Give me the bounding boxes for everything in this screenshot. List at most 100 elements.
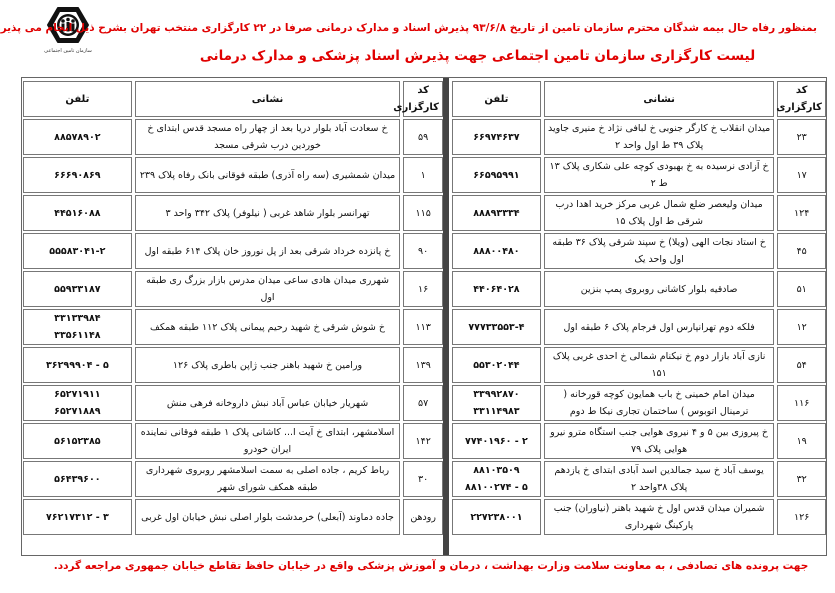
agency-phone: ۸۸۸۰۰۴۸۰ (452, 233, 541, 269)
agency-address: یوسف آباد خ سید جمالدین اسد آبادی ابتدای… (543, 461, 775, 497)
agency-code: ۵۹ (403, 119, 443, 155)
agencies-table-left: کد کارگزاری نشانی تلفن ۵۹ خ سعادت آباد بل… (20, 79, 446, 537)
table-row: ۱۳۹ ورامین خ شهید باهنر جنب ژاپن باطری پل… (23, 347, 443, 383)
agency-address: صادقیه بلوار کاشانی روبروی پمپ بنزین (543, 271, 775, 307)
agency-phone: ۸۸۸۹۳۳۳۴ (452, 195, 541, 231)
phone-number: ۶۵۲۷۱۹۱۱ (54, 389, 101, 400)
table-row: رودهن جاده دماوند (آبعلی) خرمدشت بلوار اص… (23, 499, 443, 535)
phone-number: ۷۷۴۰۱۹۶۰ - ۲ (465, 435, 528, 447)
agency-code: ۱۲۴ (777, 195, 826, 231)
phone-number: ۲۲۷۲۳۸۰۰۱ (470, 511, 523, 523)
agency-phone: ۷۷۴۰۱۹۶۰ - ۲ (452, 423, 541, 459)
agency-code: رودهن (403, 499, 443, 535)
table-row: ۱۲۶ شمیران میدان قدس اول خ شهید باهنر (نی… (452, 499, 826, 535)
phone-number: ۸۸۱۰۳۵۰۹ (473, 465, 520, 476)
agency-phone: ۸۸۵۷۸۹۰۲ (23, 119, 132, 155)
phone-number: ۳۳۱۱۴۹۸۳ (473, 406, 520, 417)
footer-note: جهت پرونده های تصادفی ، به معاونت سلامت … (53, 560, 809, 572)
agency-phone: ۴۴۰۶۴۰۲۸ (452, 271, 541, 307)
table-row: ۳۰ رباط کریم ، جاده اصلی به سمت اسلامشهر … (23, 461, 443, 497)
agency-address: خ شوش شرقی خ شهید رحیم پیمانی پلاک ۱۱۲ ط… (134, 309, 401, 345)
organization-logo: سازمان تامین اجتماعی (40, 6, 96, 56)
agency-address: جاده دماوند (آبعلی) خرمدشت بلوار اصلی نب… (134, 499, 401, 535)
phone-number: ۷۷۷۳۳۵۵۳-۴ (468, 321, 525, 333)
phone-number: ۳۳۹۹۲۸۷۰ (473, 389, 520, 400)
phone-number: ۳۳۵۶۱۱۴۸ (54, 330, 101, 341)
agency-phone: ۶۵۲۷۱۹۱۱ ۶۵۲۷۱۸۸۹ (23, 385, 132, 421)
agency-code: ۱ (403, 157, 443, 193)
agency-address: میدان شمشیری (سه راه آذری) طبقه فوقانی ب… (134, 157, 401, 193)
agency-code: ۲۳ (777, 119, 826, 155)
table-row: ۵۴ نازی آباد بازار دوم خ نیکنام شمالی خ ا… (452, 347, 826, 383)
agency-address: اسلامشهر، ابتدای خ آیت ا... کاشانی پلاک … (134, 423, 401, 459)
table-row: ۱۴۲ اسلامشهر، ابتدای خ آیت ا... کاشانی پل… (23, 423, 443, 459)
agency-phone: ۵۵۵۸۳۰۴۱-۲ (23, 233, 132, 269)
agency-code: ۱۳۹ (403, 347, 443, 383)
table-row: ۵۷ شهریار خیابان عباس آباد نبش داروخانه ف… (23, 385, 443, 421)
agency-code: ۱۶ (403, 271, 443, 307)
header-address: نشانی (543, 81, 775, 117)
table-row: ۱۲ فلکه دوم تهرانپارس اول فرجام پلاک ۶ طب… (452, 309, 826, 345)
table-row: ۲۳ میدان انقلاب خ کارگر جنوبی خ لبافی نژا… (452, 119, 826, 155)
agency-code: ۴۵ (777, 233, 826, 269)
agency-code: ۱۱۵ (403, 195, 443, 231)
table-row: ۱۱۳ خ شوش شرقی خ شهید رحیم پیمانی پلاک ۱۱… (23, 309, 443, 345)
table-row: ۱ میدان شمشیری (سه راه آذری) طبقه فوقانی … (23, 157, 443, 193)
header-code: کد کارگزاری (393, 81, 443, 117)
agency-address: فلکه دوم تهرانپارس اول فرجام پلاک ۶ طبقه… (543, 309, 775, 345)
agency-address: ورامین خ شهید باهنر جنب ژاپن باطری پلاک … (134, 347, 401, 383)
agency-code: ۱۹ (777, 423, 826, 459)
header-phone: تلفن (23, 81, 132, 117)
agency-address: میدان ولیعصر ضلع شمال غربی مرکز خرید اهد… (543, 195, 775, 231)
agency-code: ۱۱۶ (777, 385, 826, 421)
agency-code: ۱۴۲ (403, 423, 443, 459)
phone-number: ۸۸۵۷۸۹۰۲ (54, 131, 101, 143)
table-row: ۱۶ شهرری میدان هادی ساعی میدان مدرس بازار… (23, 271, 443, 307)
agency-phone: ۵۵۹۳۳۱۸۷ (23, 271, 132, 307)
phone-number: ۳۶۲۹۹۹۰۴ - ۵ (46, 359, 109, 371)
column-divider (443, 78, 449, 555)
agency-address: میدان انقلاب خ کارگر جنوبی خ لبافی نژاد … (543, 119, 775, 155)
agency-address: خ پانزده خرداد شرقی بعد از پل نوروز خان … (134, 233, 401, 269)
phone-number: ۴۴۰۶۴۰۲۸ (473, 283, 520, 295)
phone-number: ۶۶۵۹۵۹۹۱ (473, 169, 520, 181)
agency-address: نازی آباد بازار دوم خ نیکنام شمالی خ احد… (543, 347, 775, 383)
header-code: کد کارگزاری (776, 81, 826, 117)
table-row: ۱۲۴ میدان ولیعصر ضلع شمال غربی مرکز خرید … (452, 195, 826, 231)
agency-address: شهرری میدان هادی ساعی میدان مدرس بازار ب… (134, 271, 401, 307)
agency-address: شهریار خیابان عباس آباد نبش داروخانه فره… (134, 385, 401, 421)
agency-address: خ آزادی نرسیده به خ بهبودی کوچه علی شکار… (543, 157, 775, 193)
agency-phone: ۳۶۲۹۹۹۰۴ - ۵ (23, 347, 132, 383)
agency-code: ۹۰ (403, 233, 443, 269)
agency-phone: ۳۳۱۳۳۹۸۴ ۳۳۵۶۱۱۴۸ (23, 309, 132, 345)
agency-phone: ۵۶۴۳۹۶۰۰ (23, 461, 132, 497)
table-frame (21, 77, 827, 556)
phone-number: ۳۳۱۳۳۹۸۴ (54, 313, 101, 324)
table-row: ۱۱۶ میدان امام خمینی خ باب همایون کوچه قو… (452, 385, 826, 421)
social-security-logo-icon (47, 7, 89, 43)
agency-address: خ پیروزی بین ۵ و ۴ نیروی هوایی جنب استگا… (543, 423, 775, 459)
phone-number: ۵۵۳۰۲۰۴۴ (473, 359, 520, 371)
phone-number: ۸۸۸۹۳۳۳۴ (473, 207, 520, 219)
phone-number: ۸۸۸۰۰۴۸۰ (473, 245, 520, 257)
table-row: ۳۲ یوسف آباد خ سید جمالدین اسد آبادی ابتد… (452, 461, 826, 497)
agency-code: ۳۰ (403, 461, 443, 497)
agency-code: ۱۱۳ (403, 309, 443, 345)
header-phone: تلفن (452, 81, 541, 117)
phone-number: ۵۶۴۳۹۶۰۰ (54, 473, 101, 485)
agency-code: ۱۲۶ (777, 499, 826, 535)
agency-phone: ۵۶۱۵۲۳۸۵ (23, 423, 132, 459)
phone-number: ۶۵۲۷۱۸۸۹ (54, 406, 101, 417)
agency-code: ۱۲ (777, 309, 826, 345)
agency-phone: ۶۶۵۹۵۹۹۱ (452, 157, 541, 193)
agency-code: ۵۴ (777, 347, 826, 383)
table-row: ۵۱ صادقیه بلوار کاشانی روبروی پمپ بنزین ۴۴… (452, 271, 826, 307)
table-row: ۱۷ خ آزادی نرسیده به خ بهبودی کوچه علی شک… (452, 157, 826, 193)
table-row: ۱۹ خ پیروزی بین ۵ و ۴ نیروی هوایی جنب است… (452, 423, 826, 459)
agency-phone: ۶۶۹۷۴۶۳۷ (452, 119, 541, 155)
agency-code: ۵۱ (777, 271, 826, 307)
agency-address: تهرانسر بلوار شاهد غربی ( نیلوفر) پلاک ۳… (134, 195, 401, 231)
table-row: ۱۱۵ تهرانسر بلوار شاهد غربی ( نیلوفر) پلا… (23, 195, 443, 231)
agency-phone: ۷۷۷۳۳۵۵۳-۴ (452, 309, 541, 345)
agency-address: شمیران میدان قدس اول خ شهید باهنر (نیاور… (543, 499, 775, 535)
